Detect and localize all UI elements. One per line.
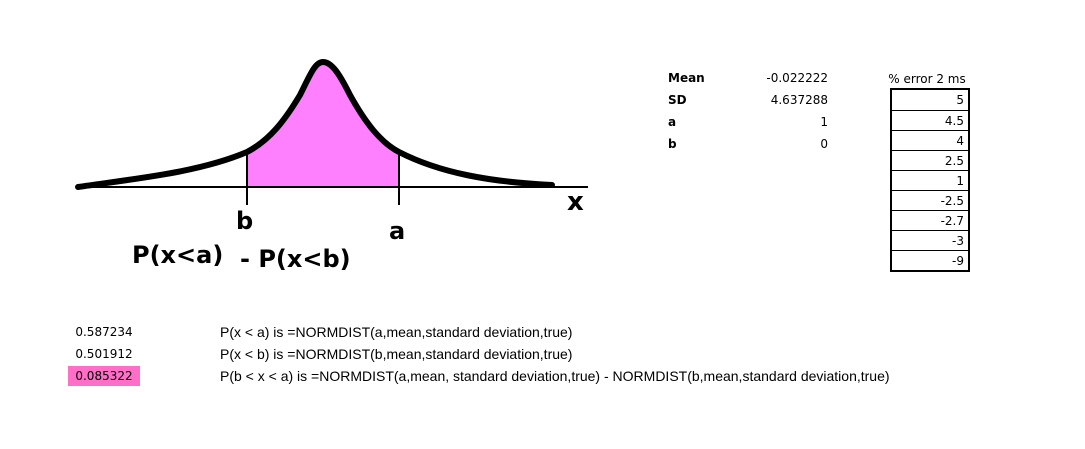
stat-label: Mean bbox=[668, 71, 705, 85]
b-label: b bbox=[236, 207, 253, 235]
result-value[interactable]: 0.501912 bbox=[75, 347, 133, 361]
stat-value: 0 bbox=[820, 137, 828, 151]
error-cell[interactable]: 4 bbox=[892, 130, 968, 150]
error-cell[interactable]: 1 bbox=[892, 170, 968, 190]
stat-value: 1 bbox=[820, 115, 828, 129]
error-cell[interactable]: 5 bbox=[956, 93, 964, 107]
normal-distribution-figure: x b a P(x<a) - P(x<b) bbox=[75, 59, 588, 273]
error-table-header: % error 2 ms bbox=[888, 72, 966, 86]
error-cell[interactable]: 2.5 bbox=[892, 150, 968, 170]
x-axis-label: x bbox=[567, 187, 584, 217]
stat-label: b bbox=[668, 137, 677, 151]
a-label: a bbox=[389, 217, 405, 245]
result-formula: P(b < x < a) is =NORMDIST(a,mean, standa… bbox=[220, 368, 890, 384]
result-formula: P(x < a) is =NORMDIST(a,mean,standard de… bbox=[220, 324, 573, 340]
result-formula: P(x < b) is =NORMDIST(b,mean,standard de… bbox=[220, 346, 573, 362]
error-table: 5 4.5 4 2.5 1 -2.5 -2.7 -3 -9 bbox=[890, 88, 970, 272]
error-cell[interactable]: -9 bbox=[892, 250, 968, 270]
result-value-highlighted[interactable]: 0.085322 bbox=[68, 366, 140, 386]
stat-value: 4.637288 bbox=[770, 93, 828, 107]
bell-curve bbox=[75, 59, 555, 190]
error-cell[interactable]: 4.5 bbox=[892, 110, 968, 130]
stat-value: -0.022222 bbox=[766, 71, 828, 85]
stat-label: a bbox=[668, 115, 677, 129]
error-cell[interactable]: -2.7 bbox=[892, 210, 968, 230]
stat-row-mean: Mean -0.022222 bbox=[668, 70, 828, 92]
result-value[interactable]: 0.587234 bbox=[75, 325, 133, 339]
result-row-p-less-b: 0.501912 P(x < b) is =NORMDIST(b,mean,st… bbox=[0, 344, 1085, 364]
error-cell[interactable]: -2.5 bbox=[892, 190, 968, 210]
probability-shaded-area bbox=[247, 62, 399, 187]
prob-minus-label: - P(x<b) bbox=[240, 245, 351, 273]
prob-a-label: P(x<a) bbox=[132, 241, 223, 269]
stat-row-sd: SD 4.637288 bbox=[668, 92, 828, 114]
stat-row-b: b 0 bbox=[668, 136, 828, 158]
stat-row-a: a 1 bbox=[668, 114, 828, 136]
result-row-p-less-a: 0.587234 P(x < a) is =NORMDIST(a,mean,st… bbox=[0, 322, 1085, 342]
stat-label: SD bbox=[668, 93, 687, 107]
error-cell[interactable]: -3 bbox=[892, 230, 968, 250]
result-row-p-between: 0.085322 P(b < x < a) is =NORMDIST(a,mea… bbox=[0, 366, 1085, 386]
